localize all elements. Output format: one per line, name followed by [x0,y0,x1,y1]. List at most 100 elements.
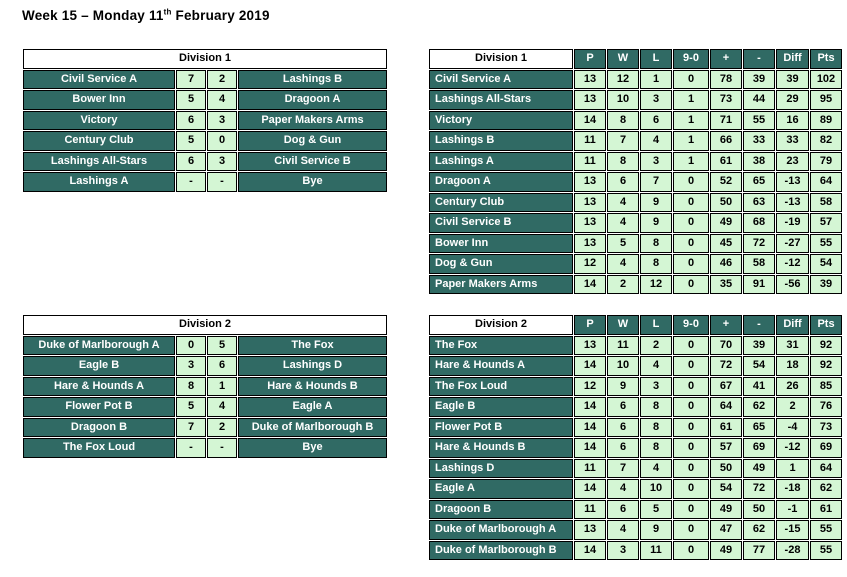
away-score-cell: 5 [207,335,237,355]
stat-cell-pts: 64 [810,458,842,478]
team-cell: Hare & Hounds A [429,356,573,376]
stat-cell-pts: 57 [810,213,842,233]
stat-cell-9-0: 0 [673,335,709,355]
stat-cell-p: 12 [574,254,606,274]
away-score-cell: 1 [207,376,237,396]
stat-cell-+: 66 [710,131,742,151]
standings-row: Lashings D 11 7 4 0 50 49 1 64 [429,458,842,478]
away-score-cell: 4 [207,397,237,417]
stat-cell--: 39 [743,69,775,89]
stat-cell-diff: -56 [776,274,809,294]
stat-cell-pts: 54 [810,254,842,274]
column-header-+: + [710,315,742,335]
stat-cell-pts: 73 [810,417,842,437]
stat-cell-diff: -18 [776,479,809,499]
stat-cell-9-0: 1 [673,90,709,110]
home-team-cell: Eagle B [23,356,175,376]
stat-cell-+: 61 [710,151,742,171]
team-cell: The Fox [429,335,573,355]
stat-cell-l: 2 [640,335,672,355]
stat-cell--: 72 [743,479,775,499]
stat-cell-w: 12 [607,69,639,89]
standings-header-row: Division 1 P W L 9-0 + - Diff Pts [429,49,842,69]
stat-cell--: 65 [743,417,775,437]
stat-cell-9-0: 0 [673,172,709,192]
stat-cell-+: 67 [710,376,742,396]
column-header-pts: Pts [810,49,842,69]
division-header: Division 1 [23,49,387,69]
stat-cell-+: 71 [710,110,742,130]
stat-cell-l: 3 [640,90,672,110]
stat-cell-pts: 82 [810,131,842,151]
stat-cell-w: 6 [607,417,639,437]
stat-cell-p: 14 [574,397,606,417]
standings-row: Duke of Marlborough A 13 4 9 0 47 62 -15 55 [429,520,842,540]
stat-cell-l: 8 [640,254,672,274]
stat-cell-+: 47 [710,520,742,540]
stat-cell-pts: 92 [810,356,842,376]
stat-cell-diff: -13 [776,172,809,192]
stat-cell-pts: 62 [810,479,842,499]
stat-cell-w: 4 [607,213,639,233]
stat-cell-9-0: 0 [673,274,709,294]
column-header-w: W [607,49,639,69]
column-header-9-0: 9-0 [673,315,709,335]
stat-cell-+: 54 [710,479,742,499]
stat-cell-l: 3 [640,376,672,396]
stat-cell-+: 45 [710,233,742,253]
stat-cell-p: 14 [574,274,606,294]
stat-cell-l: 9 [640,213,672,233]
home-score-cell: 5 [176,90,206,110]
home-score-cell: - [176,438,206,458]
stat-cell-diff: 39 [776,69,809,89]
home-score-cell: 7 [176,417,206,437]
division-1-results-table: Division 1 Civil Service A 7 2 Lashings B Bo… [22,48,388,193]
away-score-cell: 4 [207,90,237,110]
match-row: Lashings All-Stars 6 3 Civil Service B [23,151,387,171]
stat-cell--: 69 [743,438,775,458]
results-header-row: Division 1 [23,49,387,69]
stat-cell-9-0: 0 [673,540,709,560]
page-title: Week 15 – Monday 11th February 2019 [22,8,270,23]
stat-cell--: 58 [743,254,775,274]
stat-cell-9-0: 0 [673,254,709,274]
stat-cell-l: 12 [640,274,672,294]
stat-cell-w: 6 [607,397,639,417]
stat-cell-9-0: 0 [673,520,709,540]
home-score-cell: - [176,172,206,192]
stat-cell-9-0: 0 [673,192,709,212]
team-cell: Duke of Marlborough B [429,540,573,560]
home-team-cell: Duke of Marlborough A [23,335,175,355]
home-score-cell: 0 [176,335,206,355]
home-team-cell: Lashings All-Stars [23,151,175,171]
away-team-cell: Civil Service B [238,151,387,171]
stat-cell-diff: -4 [776,417,809,437]
home-score-cell: 7 [176,69,206,89]
stat-cell--: 72 [743,233,775,253]
stat-cell-9-0: 0 [673,438,709,458]
stat-cell-diff: -12 [776,438,809,458]
division-2-results-table: Division 2 Duke of Marlborough A 0 5 The Fo… [22,314,388,459]
match-row: Century Club 5 0 Dog & Gun [23,131,387,151]
stat-cell-+: 52 [710,172,742,192]
stat-cell-+: 50 [710,458,742,478]
column-header-diff: Diff [776,315,809,335]
team-cell: Lashings B [429,131,573,151]
home-score-cell: 6 [176,151,206,171]
stat-cell-diff: -28 [776,540,809,560]
away-team-cell: The Fox [238,335,387,355]
standings-row: Lashings A 11 8 3 1 61 38 23 79 [429,151,842,171]
stat-cell-l: 7 [640,172,672,192]
stat-cell-+: 64 [710,397,742,417]
page-title-superscript: th [163,7,172,17]
stat-cell-p: 11 [574,458,606,478]
stat-cell-+: 49 [710,213,742,233]
team-cell: Lashings A [429,151,573,171]
team-cell: The Fox Loud [429,376,573,396]
stat-cell-p: 14 [574,540,606,560]
stat-cell--: 50 [743,499,775,519]
stat-cell-p: 13 [574,192,606,212]
standings-header-row: Division 2 P W L 9-0 + - Diff Pts [429,315,842,335]
match-row: Dragoon B 7 2 Duke of Marlborough B [23,417,387,437]
stat-cell-+: 57 [710,438,742,458]
